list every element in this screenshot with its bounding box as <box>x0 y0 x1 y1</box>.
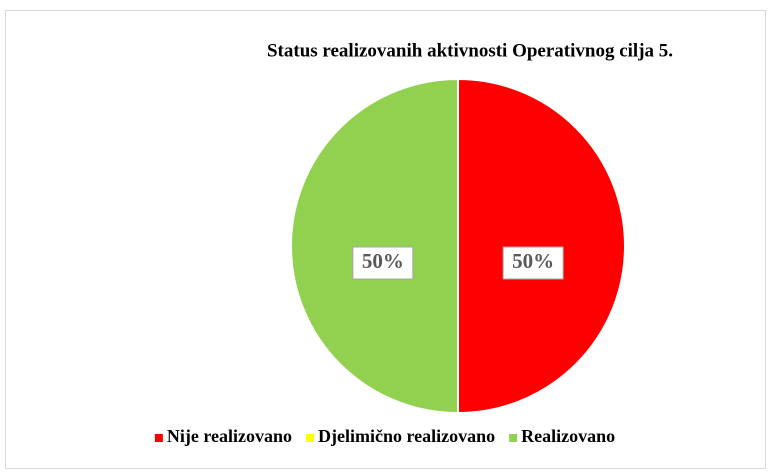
legend-label: Djelimično realizovano <box>318 426 495 446</box>
data-label-box <box>502 246 564 280</box>
legend-label: Realizovano <box>521 426 615 446</box>
chart-title: Status realizovanih aktivnosti Operativn… <box>267 40 673 61</box>
pie-slice <box>290 77 459 415</box>
legend: Nije realizovano Djelimično realizovano Re… <box>154 426 615 446</box>
legend-swatch <box>154 434 163 442</box>
pie-slice <box>457 77 626 415</box>
data-label: 50% <box>362 249 404 273</box>
legend-swatch <box>306 434 314 442</box>
legend-swatch <box>509 434 518 442</box>
data-label-box <box>352 246 414 280</box>
data-label: 50% <box>512 249 554 273</box>
legend-label: Nije realizovano <box>167 426 292 446</box>
